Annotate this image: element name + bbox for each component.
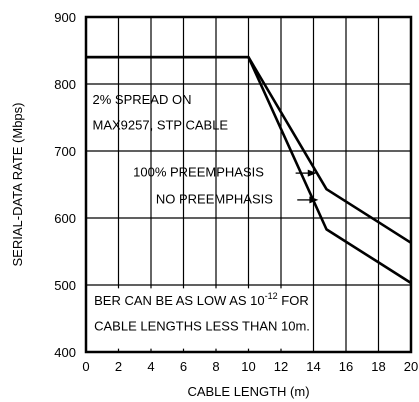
x-tick-label: 0 <box>82 359 89 374</box>
series-label-100-preemphasis: 100% PREEMPHASIS <box>133 164 264 179</box>
series-label-no-preemphasis: NO PREEMPHASIS <box>156 191 273 206</box>
x-axis-label: CABLE LENGTH (m) <box>187 384 309 399</box>
x-tick-label: 14 <box>306 359 320 374</box>
arrowhead-no-preemphasis <box>309 196 319 204</box>
x-tick-label: 16 <box>339 359 353 374</box>
ber-note-exponent: -12 <box>265 291 278 301</box>
x-tick-label: 12 <box>274 359 288 374</box>
spread-note-line-2: MAX9257, STP CABLE <box>93 118 229 133</box>
y-tick-label: 800 <box>54 77 76 92</box>
y-tick-label: 400 <box>54 345 76 360</box>
x-tick-label: 2 <box>115 359 122 374</box>
arrowhead-100-preemphasis <box>307 169 317 177</box>
x-tick-labels: 0 2 4 6 8 10 12 14 16 18 20 <box>82 359 418 374</box>
y-tick-label: 700 <box>54 144 76 159</box>
y-axis-label: SERIAL-DATA RATE (Mbps) <box>10 103 25 267</box>
ber-note-line-1: BER CAN BE AS LOW AS 10-12 FOR <box>94 291 309 308</box>
y-tick-labels: 400 500 600 700 800 900 <box>54 10 76 360</box>
x-tick-label: 18 <box>371 359 385 374</box>
y-tick-label: 500 <box>54 278 76 293</box>
grid <box>86 17 411 352</box>
y-tick-label: 900 <box>54 10 76 25</box>
x-tick-label: 20 <box>404 359 418 374</box>
ber-note-line-2: CABLE LENGTHS LESS THAN 10m. <box>94 319 310 334</box>
x-tick-label: 10 <box>241 359 255 374</box>
x-tick-label: 4 <box>147 359 154 374</box>
x-tick-label: 6 <box>180 359 187 374</box>
ber-note-suffix: FOR <box>278 293 309 308</box>
series-lines <box>86 55 412 285</box>
ber-note-prefix: BER CAN BE AS LOW AS 10 <box>94 293 265 308</box>
spread-note-line-1: 2% SPREAD ON <box>93 92 192 107</box>
series-line-1 <box>86 55 412 285</box>
x-tick-label: 8 <box>212 359 219 374</box>
plot-frame <box>84 15 413 354</box>
ber-note-background <box>90 288 299 349</box>
y-tick-label: 600 <box>54 211 76 226</box>
